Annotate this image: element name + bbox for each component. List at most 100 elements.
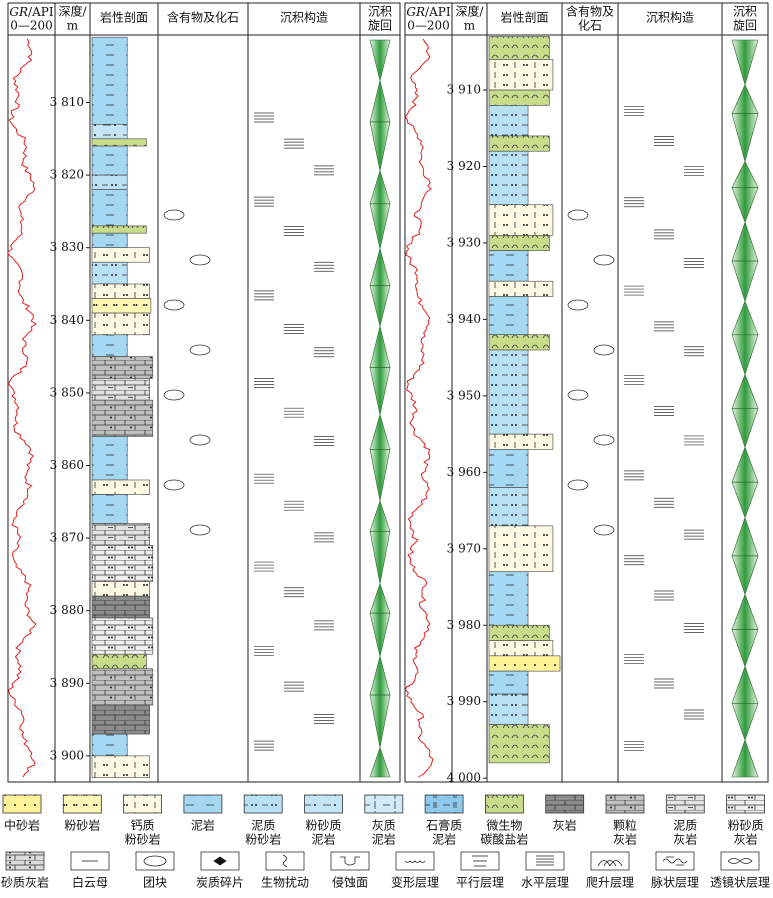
legend-label: 钙质	[131, 819, 155, 833]
lithology-layer	[488, 150, 529, 206]
panel-frame	[7, 2, 401, 783]
lithology-layer	[488, 296, 529, 336]
legend-label: 泥岩	[191, 818, 215, 833]
lithology-layer	[488, 449, 529, 488]
lithology-layer	[488, 571, 529, 626]
depth-header: m	[464, 19, 476, 33]
legend-symbol	[727, 858, 753, 864]
nodule-symbol	[593, 254, 615, 266]
lithology-layer	[91, 356, 154, 379]
lithology-layer	[488, 487, 529, 527]
contents-header: 含有物及化石	[167, 10, 239, 25]
depth-label: 3 880	[50, 603, 84, 617]
cycle-triangle	[369, 203, 391, 249]
depth-label: 3 820	[50, 168, 84, 182]
nodule-symbol	[163, 299, 185, 311]
legend-swatch	[545, 794, 585, 814]
lithology-layer	[91, 36, 128, 125]
legend-label: 粉砂质	[305, 819, 341, 833]
depth-label: 3 850	[50, 385, 84, 399]
cycle-triangle	[731, 221, 759, 262]
cycle-triangle	[369, 413, 391, 450]
cycle-triangle	[369, 746, 391, 778]
lithology-layer	[488, 655, 561, 672]
depth-label: 3 860	[50, 458, 84, 472]
legend-swatch	[62, 794, 102, 814]
cycle-header: 旋回	[733, 19, 757, 33]
cycle-triangle	[369, 285, 391, 327]
lithology-layer	[488, 670, 529, 695]
lithology-layer	[91, 523, 150, 546]
depth-label: 3 940	[447, 312, 481, 326]
legend-symbol	[282, 854, 288, 868]
legend-swatch	[665, 794, 705, 814]
legend-label: 泥岩	[372, 832, 396, 847]
gr-label: GR	[9, 5, 28, 19]
depth-label: 4 000	[447, 771, 481, 785]
lithology-layer	[488, 280, 554, 297]
gr-range: 0—200	[407, 19, 450, 33]
nodule-symbol	[593, 344, 615, 356]
gr-header: GR/API	[9, 5, 53, 19]
lithology-layer	[91, 755, 150, 778]
lithology-layer	[91, 617, 154, 655]
lithology-layer	[91, 123, 128, 140]
legend-label: 泥质	[673, 819, 697, 833]
legend-swatch	[364, 794, 404, 814]
lithology-layer	[488, 624, 550, 641]
gr-curve	[404, 38, 434, 778]
legend-label: 炭质碎片	[196, 875, 244, 890]
legend-symbol	[213, 856, 227, 866]
legend-symbol	[340, 856, 360, 866]
lithology-layer	[91, 595, 150, 619]
depth-label: 3 830	[50, 240, 84, 254]
cycle-triangle	[731, 260, 759, 303]
contents-header: 化石	[578, 19, 602, 33]
depth-label: 3 840	[50, 313, 84, 327]
cycle-header: 沉积	[368, 5, 392, 19]
legend-swatch	[330, 851, 370, 871]
lithology-layer	[91, 189, 128, 227]
lithology-layer	[91, 494, 128, 524]
nodule-symbol	[593, 434, 615, 446]
lithology-layer	[91, 733, 128, 757]
legend-label: 泥质	[251, 819, 275, 833]
nodule-symbol	[189, 344, 211, 356]
legend-swatch	[2, 794, 42, 814]
legend-swatch	[590, 851, 630, 871]
lithology-layer	[488, 433, 554, 450]
lithology-layer	[91, 225, 147, 234]
lithology-layer	[91, 334, 128, 357]
gr-header: GR/API	[406, 5, 450, 19]
cycle-triangle	[731, 160, 759, 188]
cycle-header: 旋回	[368, 19, 392, 33]
lithology-layer	[488, 36, 550, 60]
cycle-triangle	[731, 703, 759, 741]
legend-label: 粉砂质	[728, 819, 764, 833]
legend-label: 脉状层理	[651, 875, 699, 890]
api-label: /API	[425, 5, 451, 19]
lithology-layer	[91, 283, 150, 299]
legend-symbol	[404, 860, 426, 863]
legend-label: 生物扰动	[261, 876, 309, 890]
depth-header: 深度/	[58, 4, 87, 19]
cycle-triangle	[369, 80, 391, 123]
lithology-layer	[91, 145, 128, 176]
cycle-triangle	[369, 499, 391, 532]
legend-label: 粉砂岩	[125, 832, 161, 847]
cycle-triangle	[369, 121, 391, 171]
depth-label: 3 930	[447, 235, 481, 249]
cycle-triangle	[369, 169, 391, 205]
legend-label: 灰岩	[613, 832, 637, 847]
legend-label: 爬升层理	[586, 876, 634, 890]
legend-label: 灰质	[372, 819, 396, 833]
cycle-triangle	[731, 629, 759, 668]
litho-header: 岩性剖面	[500, 10, 548, 25]
depth-label: 3 990	[447, 694, 481, 708]
cycle-triangle	[369, 247, 391, 286]
legend-label: 白云母	[72, 875, 108, 890]
legend-label: 透镜状层理	[710, 875, 770, 890]
lithology-layer	[488, 640, 554, 657]
nodule-symbol	[163, 479, 185, 491]
legend-label: 石膏质	[426, 818, 462, 833]
